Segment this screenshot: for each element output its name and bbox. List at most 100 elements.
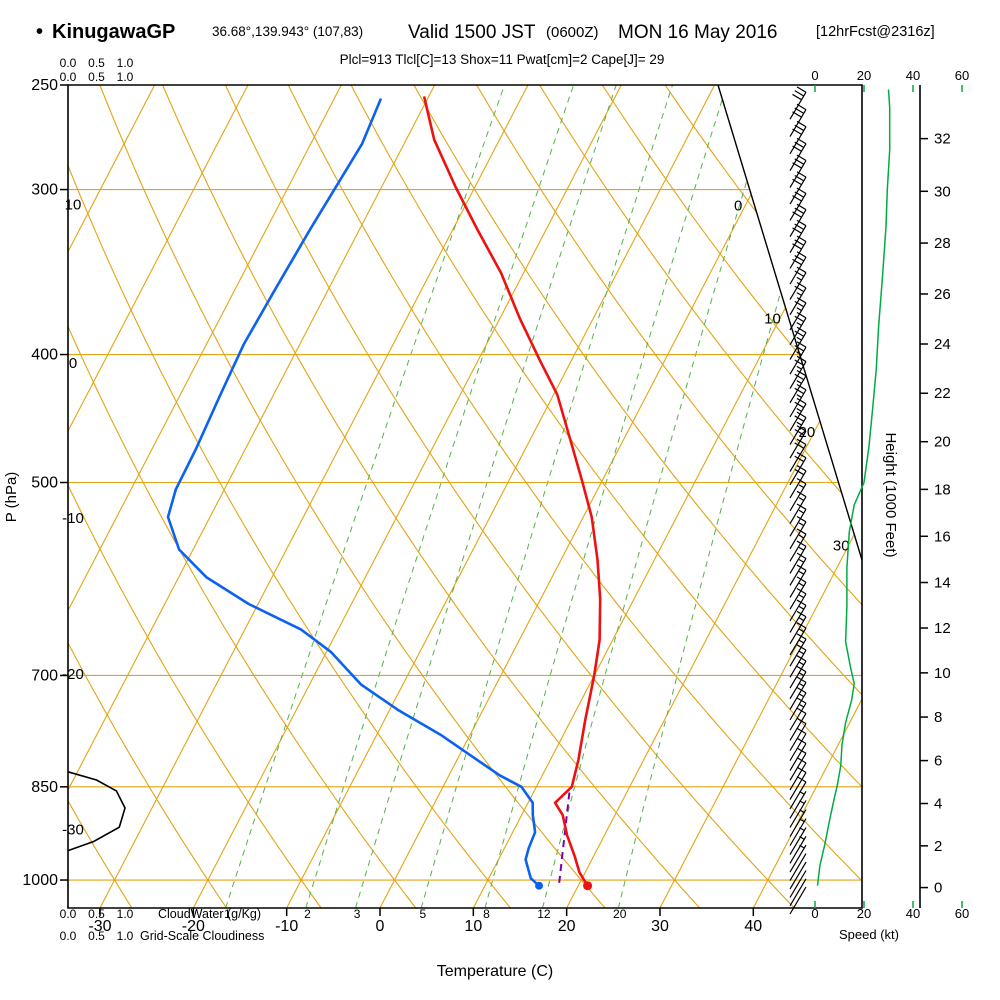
skewt-grid [68,85,862,908]
header: • KinugawaGP 36.68°,139.943° (107,83) Va… [36,21,935,67]
mixing-ratio-label: 2 [304,907,311,921]
barb-half-tick [796,394,802,398]
temp-tick-label: 0 [376,918,385,935]
barb-full-tick [794,387,805,395]
barb-half-tick [798,672,805,677]
barb-staff [789,430,807,459]
barb-staff [789,444,807,472]
barb-staff [789,361,807,389]
cloudiness-scale-bottom: 0.5 [88,929,105,943]
speed-tick-label-top: 60 [955,68,969,83]
barb-full-tick [796,397,807,405]
height-tick-label: 16 [934,528,951,545]
pressure-tick-label: 850 [31,779,58,796]
barb-staff [789,638,807,667]
barb-full-tick [794,270,805,277]
barb-full-tick [794,285,805,293]
barb-staff [789,818,807,846]
speed-tick-label-top: 0 [811,68,818,83]
barb-full-tick [796,235,807,243]
barb-staff [789,743,807,771]
mixing-ratio-line [355,85,617,908]
barb-full-tick [792,243,802,250]
barb-staff [789,827,807,855]
pressure-tick-label: 700 [31,667,58,684]
barb-staff [789,272,807,300]
mixing-ratio-label: 8 [483,907,490,921]
mixing-ratio-label: 12 [537,907,551,921]
barb-full-tick [796,552,807,559]
dry-adiabat-line [68,85,227,908]
barb-staff [789,570,807,598]
barb-half-tick [796,336,802,341]
barb-half-tick [798,628,805,633]
barb-half-tick [798,594,805,599]
height-tick-label: 4 [934,796,942,813]
surface-dewpoint-dot [535,881,544,890]
isotherm-line [566,85,862,908]
barb-staff [789,470,807,499]
barb-staff [789,878,807,907]
cloudiness-scale-top: 0.5 [88,70,105,84]
barb-staff [789,225,807,253]
barb-full-tick [794,90,805,97]
forecast-info: [12hrFcst@2316z] [816,24,935,40]
barb-staff [789,752,807,781]
barb-staff [789,332,807,360]
barb-staff [789,457,807,486]
dry-adiabat-line [539,85,862,908]
barb-half-tick [796,292,802,296]
cloudiness-scale-bottom: 0.0 [60,929,77,943]
barb-full-tick [794,455,805,463]
barb-full-tick [794,415,805,422]
height-tick-label: 18 [934,481,951,498]
station-bullet: • [36,21,43,43]
barb-staff [789,193,807,221]
barb-half-tick [796,276,802,281]
barb-full-tick [796,465,807,472]
valid-time: Valid 1500 JST [408,22,536,43]
isotherm-line [68,85,342,908]
barb-full-tick [794,330,805,337]
barb-full-tick [796,411,807,419]
barb-half-tick [798,570,805,575]
mixing-ratio-label: 3 [354,907,361,921]
height-tick-label: 12 [934,620,951,637]
barb-full-tick [796,515,807,523]
barb-full-tick [796,490,807,498]
height-tick-label: 8 [934,709,942,726]
barb-full-tick [794,373,805,381]
barb-full-tick [796,251,807,258]
stability-indices: Plcl=913 Tlcl[C]=13 Shox=11 Pwat[cm]=2 C… [340,52,665,67]
barb-staff [789,671,807,700]
barb-staff [789,241,807,269]
barb-half-tick [798,522,805,527]
barb-half-tick [796,351,802,356]
barb-staff [789,605,807,633]
barb-full-tick [796,266,807,274]
temp-tick-label: -10 [275,918,298,935]
height-tick-label: 32 [934,131,951,148]
pressure-axis-title: P (hPa) [3,472,20,523]
barb-staff [789,660,807,689]
height-tick-label: 22 [934,385,951,402]
barb-staff [789,317,807,346]
barb-staff [789,861,807,890]
barb-half-tick [798,703,805,708]
barb-staff [789,209,807,237]
barb-staff [789,483,807,512]
barb-full-tick [796,588,807,595]
height-tick-label: 30 [934,183,951,200]
barb-full-tick [796,86,807,93]
station-coords: 36.68°,139.943° (107,83) [212,24,363,39]
barb-staff [789,109,807,137]
height-tick-label: 2 [934,838,942,855]
isotherm-line [659,85,862,908]
barb-half-tick [796,408,802,412]
barb-staff [789,844,807,873]
barb-full-tick [796,564,807,571]
barb-staff [789,723,807,751]
